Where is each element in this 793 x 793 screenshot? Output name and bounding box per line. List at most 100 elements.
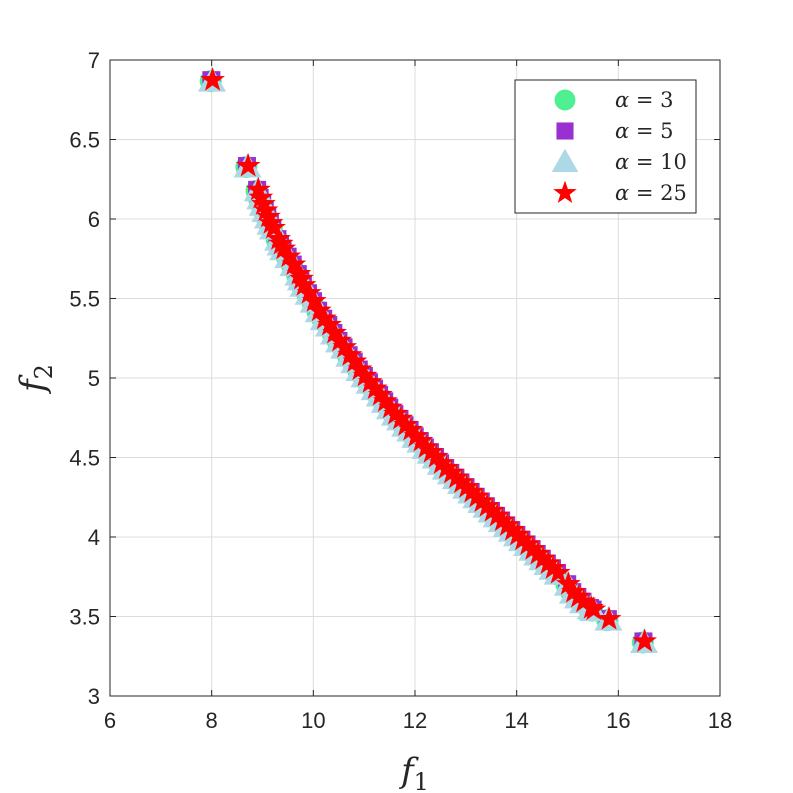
data-point-star — [571, 588, 597, 613]
data-point-star — [423, 444, 449, 468]
y-tick-label: 5.5 — [69, 287, 100, 312]
data-point-star — [530, 545, 556, 570]
legend-marker-square — [556, 122, 574, 140]
legend-label-symbol: α — [615, 181, 629, 205]
legend-label-symbol: α — [615, 150, 629, 174]
data-point-star — [261, 215, 286, 239]
data-point-star — [500, 517, 525, 541]
data-point-star — [322, 319, 347, 344]
data-point-star — [306, 297, 332, 322]
data-point-star — [469, 488, 495, 513]
data-point-star — [515, 531, 541, 555]
legend-item: α = 3 — [554, 88, 674, 112]
data-point-star — [296, 280, 322, 304]
legend-label-symbol: α — [615, 119, 629, 143]
data-point-star — [632, 628, 658, 652]
data-point-star — [327, 327, 353, 352]
legend-label: α = 25 — [615, 181, 687, 205]
legend-marker-circle — [554, 89, 576, 111]
data-point-star — [520, 536, 546, 560]
data-point-star — [484, 502, 510, 527]
data-point-star — [439, 459, 464, 484]
x-axis-label-subscript: 1 — [414, 768, 429, 793]
legend-marker-triangle — [551, 148, 579, 172]
data-point-star — [525, 540, 551, 565]
data-point-star — [459, 478, 485, 503]
data-point-star — [378, 394, 403, 419]
data-point-star — [301, 288, 327, 312]
axis-ticks: 6 8 10 12 14 16 18 3 3.5 4 4.5 5 5.5 6 6.5 7 — [69, 48, 732, 733]
data-point-star — [418, 439, 444, 463]
data-point-star — [337, 342, 363, 366]
y-axis-label-subscript: 2 — [30, 364, 58, 379]
data-point-star — [540, 555, 566, 579]
legend-label: α = 3 — [615, 88, 674, 112]
y-tick-label: 6.5 — [69, 128, 100, 153]
data-point-star — [510, 526, 536, 551]
data-point-star — [596, 606, 622, 630]
x-tick-label: 18 — [708, 708, 732, 733]
legend: α = 3α = 5α = 10α = 25 — [514, 79, 697, 214]
data-point-star — [383, 401, 408, 425]
x-tick-label: 8 — [206, 708, 218, 733]
data-point-star — [444, 464, 469, 489]
legend-label-value: = 10 — [629, 150, 687, 174]
data-point-star — [561, 579, 586, 603]
data-point-star — [566, 583, 591, 608]
legend-label-value: = 25 — [629, 181, 687, 205]
data-point-star — [235, 153, 261, 177]
data-point-star — [253, 197, 279, 222]
x-tick-label: 10 — [301, 708, 325, 733]
data-point-star — [276, 243, 302, 268]
y-tick-label: 3.5 — [69, 605, 100, 630]
legend-label-value: = 5 — [629, 119, 673, 143]
x-tick-label: 16 — [606, 708, 630, 733]
legend-item: α = 5 — [556, 119, 674, 143]
data-point-star — [362, 375, 388, 400]
data-point-star — [428, 450, 454, 474]
y-tick-label: 7 — [88, 48, 100, 73]
data-point-star — [535, 550, 561, 575]
data-point-star — [479, 498, 505, 522]
data-point-star — [245, 176, 271, 201]
series-star-group — [200, 67, 658, 652]
data-point-star — [474, 493, 500, 517]
data-point-star — [489, 507, 515, 532]
x-tick-label: 12 — [403, 708, 427, 733]
data-point-star — [317, 312, 342, 336]
data-point-star — [248, 184, 274, 209]
data-point-star — [286, 261, 312, 285]
data-point-star — [332, 334, 358, 358]
y-tick-label: 4.5 — [69, 446, 100, 471]
legend-item: α = 10 — [551, 148, 687, 174]
y-tick-label: 3 — [88, 684, 100, 709]
data-marks — [197, 67, 659, 654]
data-point-star — [281, 251, 307, 276]
data-point-star — [312, 305, 337, 330]
data-point-star — [403, 423, 429, 447]
data-point-star — [289, 265, 314, 290]
data-point-star — [357, 369, 383, 393]
data-point-star — [398, 416, 424, 441]
legend-marker-star — [553, 180, 577, 203]
data-point-star — [388, 405, 414, 430]
data-point-star — [464, 483, 490, 508]
data-point-star — [251, 191, 276, 215]
data-point-star — [495, 512, 520, 536]
legend-box — [514, 79, 697, 214]
data-point-star — [347, 356, 373, 381]
legend-item: α = 25 — [553, 180, 687, 205]
x-tick-label: 14 — [504, 708, 528, 733]
data-point-star — [408, 428, 434, 452]
legend-label: α = 5 — [615, 119, 674, 143]
data-point-star — [556, 571, 581, 595]
data-point-star — [271, 235, 297, 260]
data-point-star — [434, 455, 459, 479]
data-point-star — [268, 230, 294, 255]
data-point-star — [373, 388, 398, 412]
data-point-star — [200, 67, 225, 91]
data-point-star — [367, 381, 393, 406]
y-tick-label: 4 — [88, 525, 100, 550]
